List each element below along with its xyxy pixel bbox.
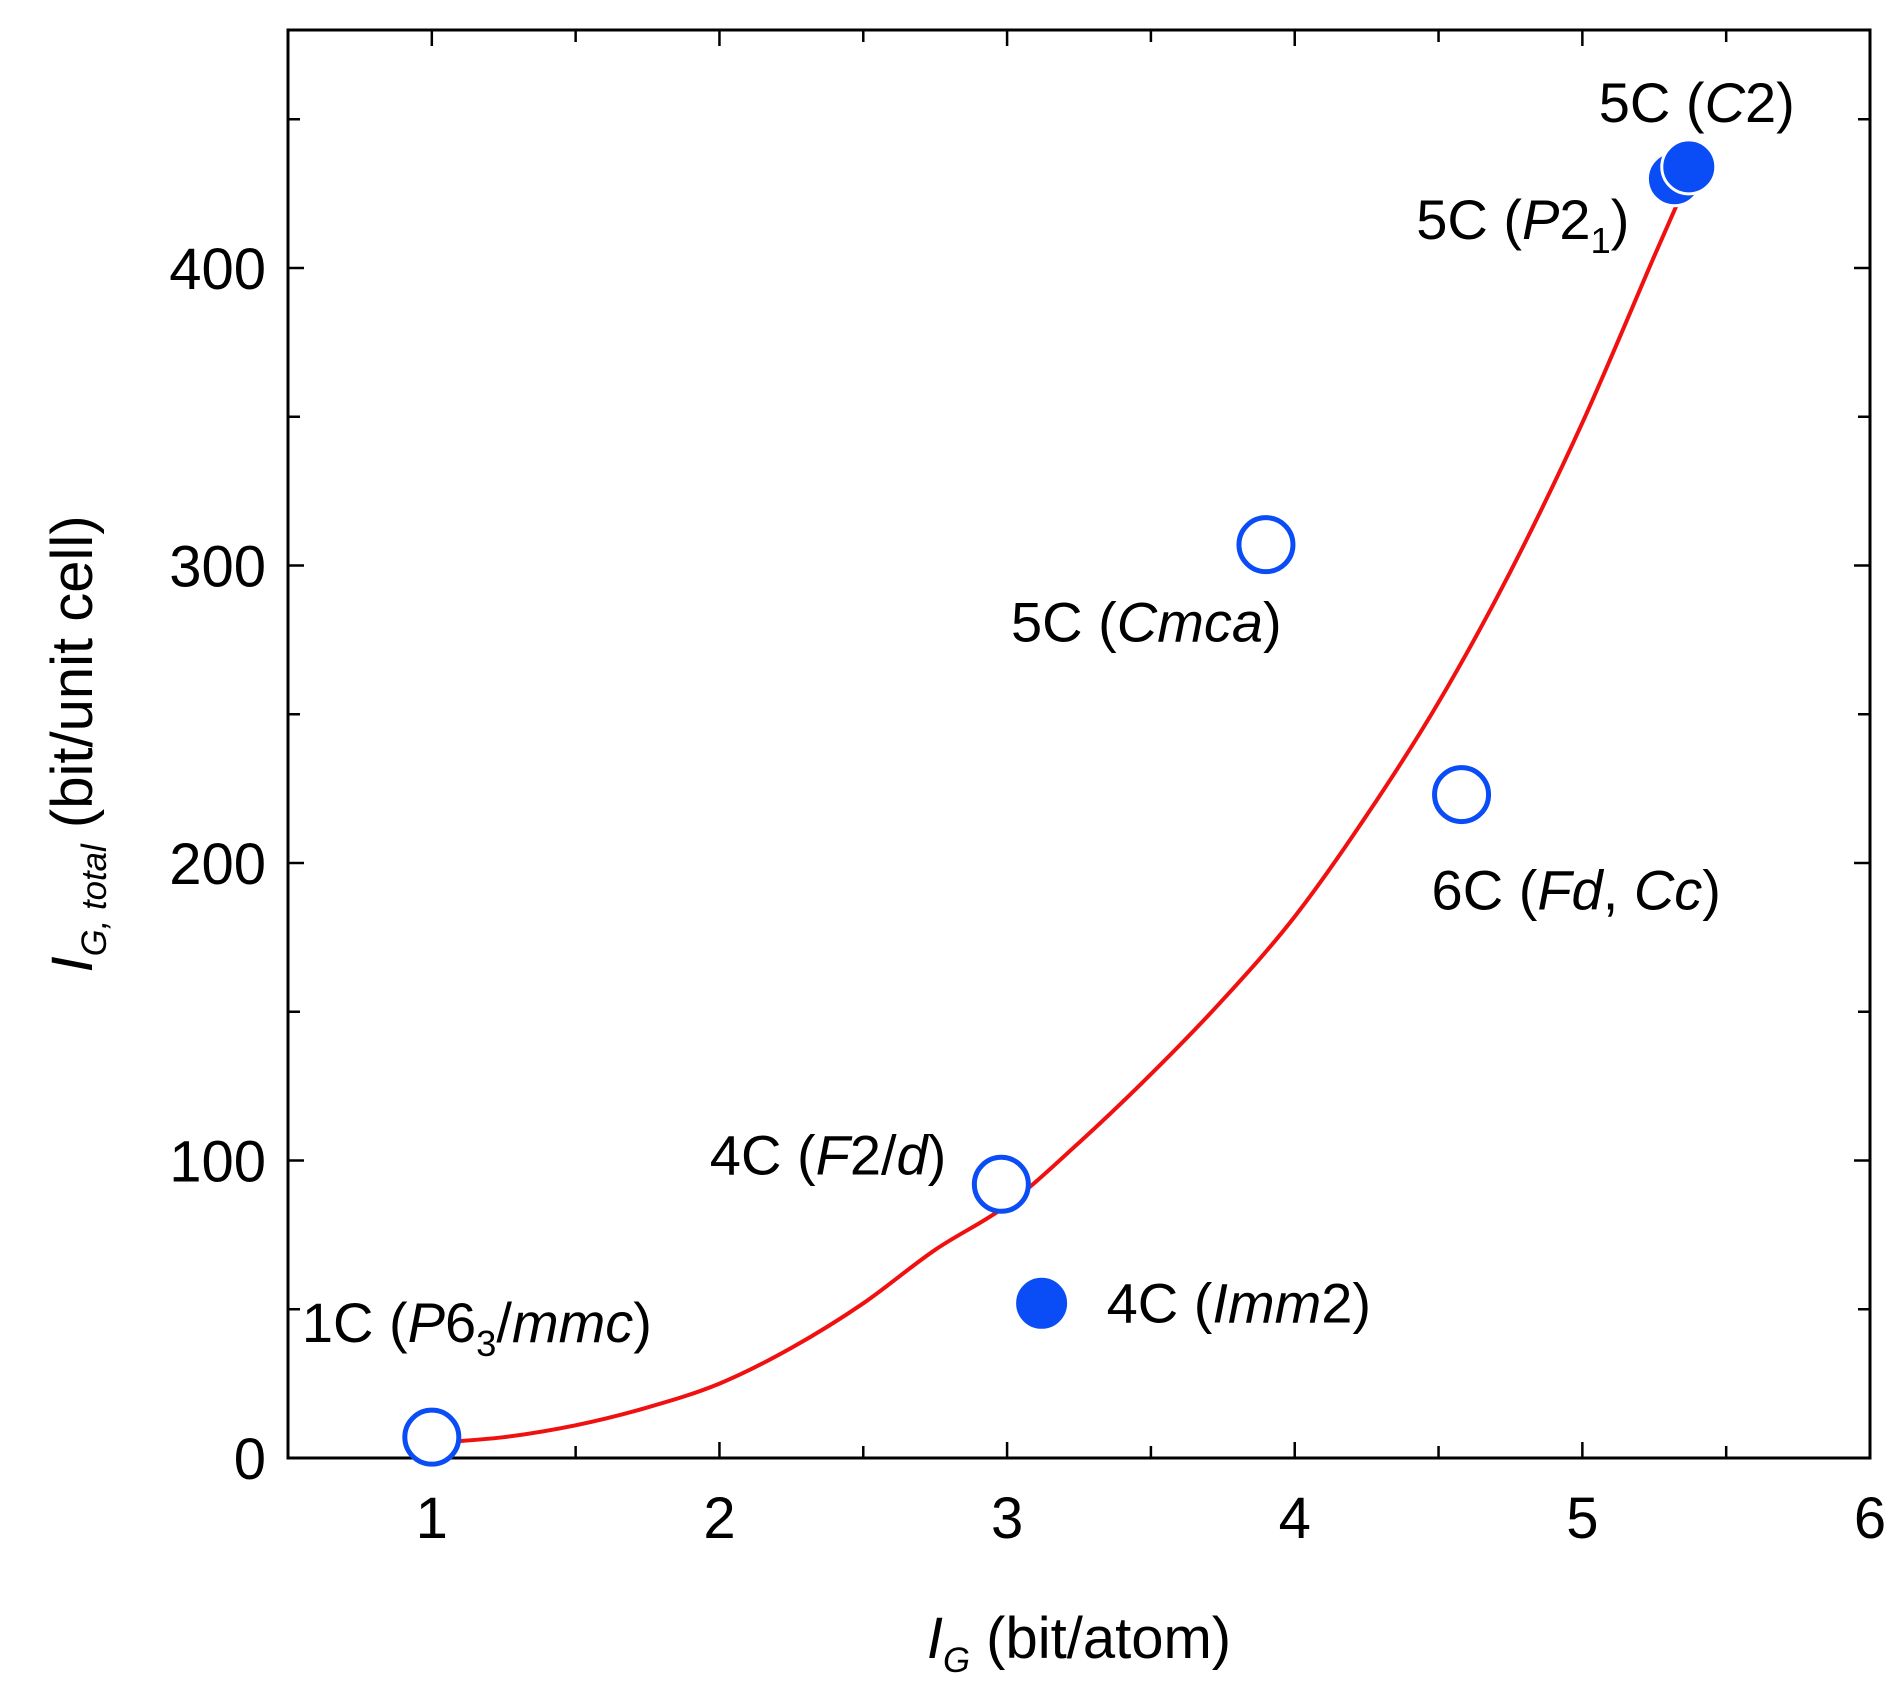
label-run: 4C ( xyxy=(710,1123,816,1186)
x-tick-label: 3 xyxy=(991,1486,1023,1551)
point-labels: 1C (P63​/mmc)4C (F2/d)5C (Cmca)6C (Fd, C… xyxy=(302,71,1795,1364)
y-tick-label: 200 xyxy=(169,832,266,897)
label-run: / xyxy=(496,1291,512,1354)
point-label: 6C (Fd, Cc) xyxy=(1432,859,1721,922)
data-points xyxy=(402,138,1718,1467)
label-run: ) xyxy=(633,1291,652,1354)
open-point-marker xyxy=(1236,515,1296,575)
label-run: 6 xyxy=(445,1291,476,1354)
point-label: 4C (Imm2) xyxy=(1107,1271,1371,1334)
y-axis-title: IG, total (bit/unit cell) xyxy=(40,515,114,972)
x-tick-label: 6 xyxy=(1854,1486,1886,1551)
y-tick-label: 400 xyxy=(169,237,266,302)
axis-titles: IG (bit/atom)IG, total (bit/unit cell) xyxy=(40,515,1231,1680)
label-run: ) xyxy=(1611,188,1630,251)
y-axis-subscript: G, total xyxy=(75,843,114,956)
label-run: 5C ( xyxy=(1599,71,1705,134)
label-run: F xyxy=(816,1123,853,1186)
open-point-marker xyxy=(971,1154,1031,1214)
plot-frame xyxy=(286,28,1872,1460)
label-run: 1 xyxy=(1591,220,1611,261)
label-run: mmc xyxy=(512,1291,633,1354)
x-tick-label: 1 xyxy=(416,1486,448,1551)
x-axis-symbol: I xyxy=(927,1606,943,1671)
open-point-marker xyxy=(402,1407,462,1467)
label-run: P xyxy=(408,1291,445,1354)
fit-curve-group xyxy=(431,189,1685,1446)
point-label: 5C (C2) xyxy=(1599,71,1795,134)
point-label: 5C (P21​) xyxy=(1416,188,1629,261)
x-tick-label: 2 xyxy=(703,1486,735,1551)
label-run: ) xyxy=(928,1123,947,1186)
label-run: 2 xyxy=(1559,188,1590,251)
filled-point-marker xyxy=(1660,138,1718,196)
label-run: 1C ( xyxy=(302,1291,408,1354)
x-tick-label: 5 xyxy=(1566,1486,1598,1551)
label-run: 5C ( xyxy=(1011,591,1117,654)
label-run: , xyxy=(1603,859,1634,922)
y-tick-label: 300 xyxy=(169,535,266,600)
label-run: C xyxy=(1705,71,1746,134)
point-label: 4C (F2/d) xyxy=(710,1123,947,1186)
label-run: d xyxy=(897,1123,930,1186)
y-tick-label: 0 xyxy=(234,1427,266,1492)
label-run: 5C ( xyxy=(1416,188,1522,251)
filled-point-marker xyxy=(1013,1274,1071,1332)
label-run: 4C ( xyxy=(1107,1271,1213,1334)
fit-curve-line xyxy=(431,189,1685,1446)
label-run: Fd xyxy=(1537,859,1604,922)
point-label: 1C (P63​/mmc) xyxy=(302,1291,652,1364)
label-run: Cc xyxy=(1634,859,1702,922)
y-axis-symbol: I xyxy=(40,956,105,972)
open-point-marker xyxy=(1432,765,1492,825)
label-run: Imm xyxy=(1212,1271,1321,1334)
y-axis-unit: (bit/unit cell) xyxy=(40,515,105,844)
label-run: 3 xyxy=(476,1323,496,1364)
label-run: 2) xyxy=(1321,1271,1371,1334)
label-run: ) xyxy=(1263,591,1282,654)
label-run: ) xyxy=(1702,859,1721,922)
point-label: 5C (Cmca) xyxy=(1011,591,1282,654)
x-tick-label: 4 xyxy=(1279,1486,1311,1551)
label-run: 6C ( xyxy=(1432,859,1538,922)
label-run: Cmca xyxy=(1117,591,1263,654)
y-tick-label: 100 xyxy=(169,1130,266,1195)
label-run: 2/ xyxy=(850,1123,897,1186)
x-axis-unit: (bit/atom) xyxy=(970,1606,1231,1671)
x-axis-subscript: G xyxy=(943,1641,970,1680)
label-run: 2) xyxy=(1745,71,1795,134)
label-run: P xyxy=(1522,188,1559,251)
x-axis-title: IG (bit/atom) xyxy=(927,1606,1231,1680)
